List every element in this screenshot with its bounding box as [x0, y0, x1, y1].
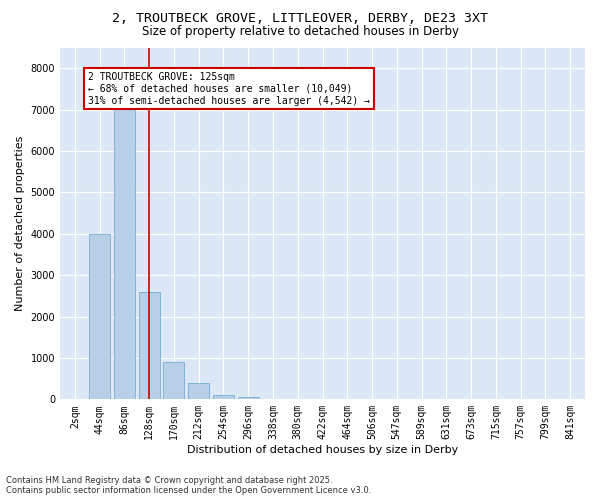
- Bar: [139, 292, 160, 400]
- Bar: [188, 383, 209, 400]
- Text: Size of property relative to detached houses in Derby: Size of property relative to detached ho…: [142, 25, 458, 38]
- Text: 2 TROUTBECK GROVE: 125sqm
← 68% of detached houses are smaller (10,049)
31% of s: 2 TROUTBECK GROVE: 125sqm ← 68% of detac…: [88, 72, 370, 106]
- Bar: [89, 234, 110, 400]
- Bar: [238, 398, 259, 400]
- X-axis label: Distribution of detached houses by size in Derby: Distribution of detached houses by size …: [187, 445, 458, 455]
- Bar: [213, 395, 234, 400]
- Bar: [114, 89, 135, 400]
- Y-axis label: Number of detached properties: Number of detached properties: [15, 136, 25, 311]
- Text: 2, TROUTBECK GROVE, LITTLEOVER, DERBY, DE23 3XT: 2, TROUTBECK GROVE, LITTLEOVER, DERBY, D…: [112, 12, 488, 26]
- Bar: [163, 362, 184, 400]
- Text: Contains HM Land Registry data © Crown copyright and database right 2025.
Contai: Contains HM Land Registry data © Crown c…: [6, 476, 371, 495]
